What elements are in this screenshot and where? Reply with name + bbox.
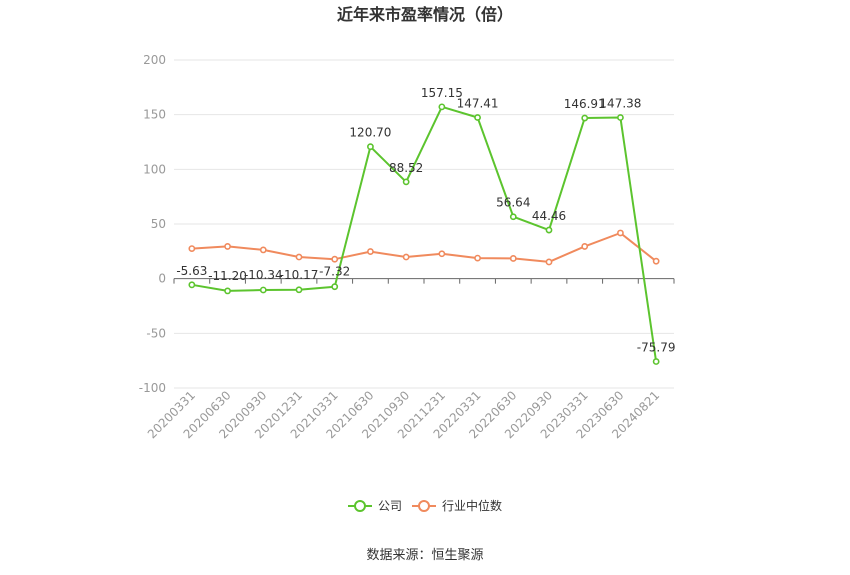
y-tick-label: -50 xyxy=(146,326,166,340)
series-0-point xyxy=(438,103,446,111)
series-0-point xyxy=(652,358,660,365)
data-label: 146.91 xyxy=(564,97,606,111)
series-0-point xyxy=(331,283,339,291)
data-label: 120.70 xyxy=(349,126,391,140)
data-label: 157.15 xyxy=(421,86,463,100)
series-0-point xyxy=(188,281,196,289)
series-1-point xyxy=(652,257,660,265)
data-label: 44.46 xyxy=(532,209,566,223)
x-axis: 2020033120200630202009302020123120210331… xyxy=(145,278,675,441)
series-0-point xyxy=(617,114,624,121)
series-1-point xyxy=(474,254,481,262)
series-1-point xyxy=(367,248,374,255)
series-0-point xyxy=(367,143,374,151)
chart-title: 近年来市盈率情况（倍） xyxy=(337,5,513,24)
series-0-point xyxy=(509,213,517,221)
series-1-point xyxy=(224,243,231,250)
data-label: -11.20 xyxy=(208,269,247,283)
y-axis: 200 150 100 50 0 -50 -100 xyxy=(139,53,166,395)
data-label: -5.63 xyxy=(176,264,207,278)
series-1-point xyxy=(617,229,624,237)
series-1-point xyxy=(259,246,267,254)
series-0-point xyxy=(295,286,303,294)
series-0-point xyxy=(474,114,481,121)
series-1-point xyxy=(295,253,303,261)
series-1-point xyxy=(438,250,446,258)
legend-swatch-marker xyxy=(418,500,430,512)
series-1-point xyxy=(331,255,339,263)
series-line-0 xyxy=(191,105,658,362)
y-tick-label: 0 xyxy=(158,272,166,286)
series-1-point xyxy=(188,245,196,252)
series-0-point xyxy=(259,286,267,294)
data-label: -10.17 xyxy=(280,268,319,282)
series-group xyxy=(188,103,660,365)
y-tick-label: 50 xyxy=(151,217,166,231)
data-label: -7.32 xyxy=(319,265,350,279)
source-note: 数据来源：恒生聚源 xyxy=(366,548,483,563)
series-1-point xyxy=(545,258,553,266)
data-label: 88.52 xyxy=(389,161,423,175)
y-tick-label: 100 xyxy=(143,162,166,176)
data-label: -10.34 xyxy=(244,268,283,282)
legend-label: 行业中位数 xyxy=(442,498,502,513)
data-label: -75.79 xyxy=(637,341,676,355)
series-line-1 xyxy=(191,232,657,263)
series-0-point xyxy=(581,114,589,122)
grid-lines xyxy=(174,59,674,389)
series-0-point xyxy=(224,287,231,295)
series-1-point xyxy=(402,253,410,261)
legend[interactable]: 公司 行业中位数 xyxy=(348,498,502,513)
series-0-point xyxy=(545,226,553,234)
data-label: 147.41 xyxy=(457,96,499,110)
y-tick-label: 200 xyxy=(143,53,166,67)
y-tick-label: -100 xyxy=(139,381,166,395)
series-0-point xyxy=(402,178,410,186)
legend-label: 公司 xyxy=(378,499,402,513)
series-1-point xyxy=(509,255,517,262)
legend-swatch-marker xyxy=(354,500,366,512)
series-1-point xyxy=(581,243,589,250)
data-labels: -5.63 -11.20-10.34-10.17 -7.32 120.70 88.52 1… xyxy=(176,86,675,355)
y-tick-label: 150 xyxy=(143,108,166,122)
data-label: 147.38 xyxy=(599,97,641,111)
data-label: 56.64 xyxy=(496,196,530,210)
